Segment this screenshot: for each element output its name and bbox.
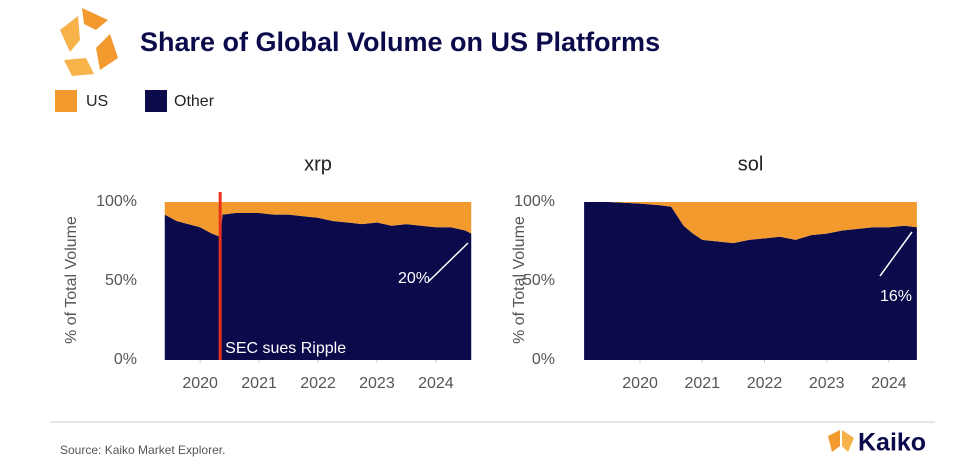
page-title: Share of Global Volume on US Platforms [140, 27, 660, 57]
legend-label: US [86, 93, 108, 110]
legend-swatch [145, 90, 167, 112]
legend-label: Other [174, 93, 215, 110]
y-tick-label: 0% [532, 351, 555, 368]
y-tick-label: 0% [114, 351, 137, 368]
x-tick-label: 2023 [809, 375, 845, 392]
x-tick-label: 2021 [684, 375, 720, 392]
panel-title: xrp [304, 153, 332, 175]
area [584, 202, 917, 360]
y-tick-label: 100% [96, 193, 137, 210]
y-tick-label: 50% [523, 272, 555, 289]
y-tick-label: 50% [105, 272, 137, 289]
x-tick-label: 2021 [241, 375, 277, 392]
legend-swatch [55, 90, 77, 112]
y-tick-label: 100% [514, 193, 555, 210]
x-tick-label: 2020 [622, 375, 658, 392]
x-tick-label: 2020 [182, 375, 218, 392]
x-tick-label: 2023 [359, 375, 395, 392]
panel-title: sol [738, 153, 764, 175]
event-label: SEC sues Ripple [225, 340, 346, 357]
x-tick-label: 2022 [300, 375, 336, 392]
annotation: 20% [398, 270, 430, 287]
annotation: 16% [880, 288, 912, 305]
area [164, 202, 472, 237]
area [584, 202, 917, 244]
brand: Kaiko [858, 429, 926, 457]
source: Source: Kaiko Market Explorer. [60, 443, 225, 457]
x-tick-label: 2024 [871, 375, 907, 392]
y-axis-label: % of Total Volume [63, 216, 80, 344]
y-axis-label: % of Total Volume [511, 216, 528, 344]
brand-icon [828, 430, 854, 452]
x-tick-label: 2022 [747, 375, 783, 392]
x-tick-label: 2024 [418, 375, 454, 392]
logo [60, 8, 118, 76]
area [164, 213, 472, 360]
annotation-pointer [879, 231, 913, 277]
annotation-pointer [427, 242, 469, 283]
